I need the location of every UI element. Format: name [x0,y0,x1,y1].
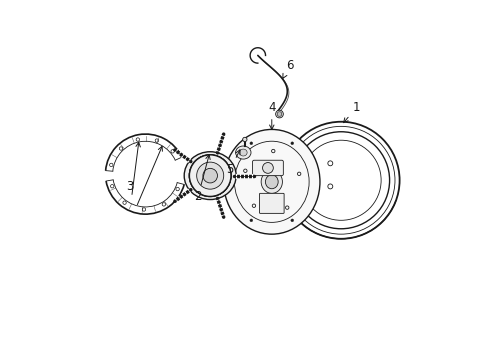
Ellipse shape [184,152,236,199]
Ellipse shape [239,149,246,156]
Circle shape [203,168,217,183]
Circle shape [242,137,246,141]
Circle shape [249,219,252,222]
Text: 2: 2 [194,155,210,203]
Ellipse shape [265,175,278,189]
Ellipse shape [277,112,281,116]
Circle shape [189,155,230,197]
Ellipse shape [261,170,282,193]
Text: 3: 3 [126,180,134,193]
FancyBboxPatch shape [252,160,283,176]
Circle shape [196,162,223,189]
Circle shape [203,168,217,183]
Ellipse shape [223,130,319,234]
Text: 6: 6 [282,59,293,78]
Circle shape [189,155,230,197]
Ellipse shape [235,146,250,159]
Circle shape [196,162,223,189]
Text: 4: 4 [267,101,275,130]
Circle shape [290,219,293,222]
Circle shape [249,142,252,145]
Circle shape [262,163,273,173]
Ellipse shape [275,110,283,118]
Circle shape [189,155,230,197]
FancyBboxPatch shape [259,193,284,213]
Circle shape [290,142,293,145]
Text: 5: 5 [226,150,240,176]
Text: 1: 1 [343,101,360,123]
